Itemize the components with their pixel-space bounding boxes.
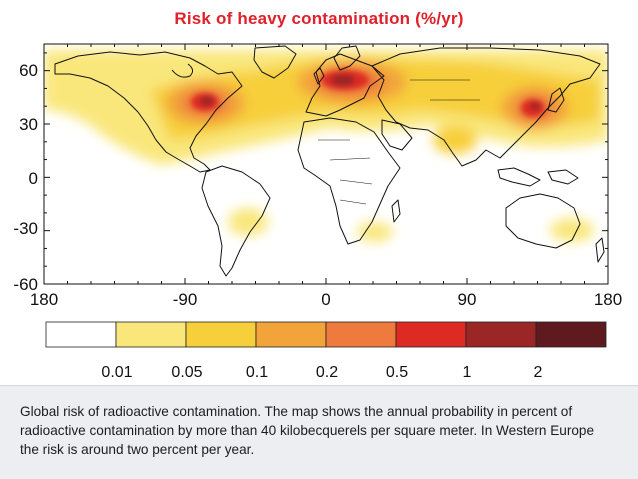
legend-swatch-1 xyxy=(115,321,187,348)
new-guinea-outline xyxy=(547,169,579,185)
africa-outline xyxy=(297,117,401,245)
australia-outline xyxy=(505,193,581,249)
legend-swatch-6 xyxy=(465,321,537,348)
arabia-outline xyxy=(381,119,413,151)
legend-label-0-1: 0.1 xyxy=(246,364,268,381)
y-tick-label-minus-60: -60 xyxy=(13,275,38,294)
caption-box: Global risk of radioactive contamination… xyxy=(0,385,638,479)
north-america-outline xyxy=(54,51,243,173)
y-tick-label-minus-30: -30 xyxy=(13,219,38,238)
legend-label-1: 1 xyxy=(463,364,472,381)
new-zealand-outline xyxy=(595,237,605,263)
x-tick-label-180-east: 180 xyxy=(594,290,622,309)
legend-swatch-2 xyxy=(185,321,257,348)
map-title: Risk of heavy contamination (%/yr) xyxy=(174,9,464,28)
tick-marks xyxy=(43,44,609,285)
y-tick-label-0: 0 xyxy=(29,169,38,188)
legend-colorbar xyxy=(45,321,607,348)
legend-label-0-2: 0.2 xyxy=(316,364,338,381)
coastlines xyxy=(54,45,605,277)
southeast-asia-islands-outline xyxy=(497,167,541,187)
map-figure: 60 30 0 -30 -60 180 -90 0 90 180 0.01 0.… xyxy=(13,43,622,381)
south-america-outline xyxy=(201,165,271,277)
country-borders xyxy=(318,79,480,205)
britain-outline xyxy=(313,67,325,85)
japan-outline xyxy=(547,87,565,113)
legend-label-2: 2 xyxy=(534,364,543,381)
x-tick-label-180-west: 180 xyxy=(30,290,58,309)
x-tick-label-0: 0 xyxy=(321,290,330,309)
legend-swatch-7 xyxy=(535,321,607,348)
madagascar-outline xyxy=(391,199,401,223)
legend-swatch-4 xyxy=(325,321,397,348)
figure: 60 30 0 -30 -60 180 -90 0 90 180 0.01 0.… xyxy=(13,9,623,381)
greenland-outline xyxy=(253,45,297,79)
x-tick-label-90: 90 xyxy=(458,290,477,309)
figure-caption: Global risk of radioactive contamination… xyxy=(20,404,595,457)
legend-swatch-5 xyxy=(395,321,467,348)
scandinavia-outline xyxy=(333,45,361,71)
legend-swatch-0 xyxy=(45,321,117,348)
y-tick-label-60: 60 xyxy=(19,61,38,80)
legend-label-0-05: 0.05 xyxy=(171,364,202,381)
asia-outline xyxy=(371,47,601,167)
hudson-bay-outline xyxy=(171,63,194,78)
legend-label-0-01: 0.01 xyxy=(101,364,132,381)
x-tick-label-minus-90: -90 xyxy=(173,290,198,309)
y-tick-label-30: 30 xyxy=(19,115,38,134)
legend-label-0-5: 0.5 xyxy=(386,364,408,381)
risk-layer xyxy=(44,50,608,242)
legend-swatch-3 xyxy=(255,321,327,348)
